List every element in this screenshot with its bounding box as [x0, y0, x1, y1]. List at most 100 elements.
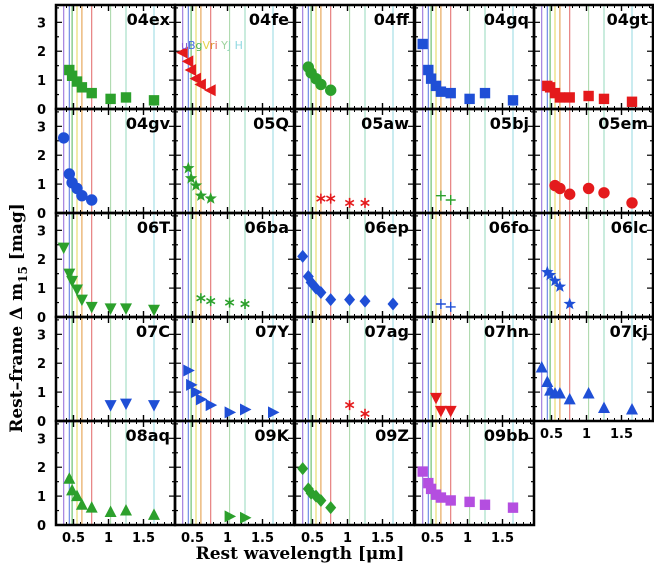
panel-title: 04ex	[127, 10, 171, 29]
y-tick-label: 3	[37, 328, 46, 343]
x-tick-label: 0.5	[540, 427, 563, 442]
data-point-04ex	[64, 64, 75, 76]
panel-07hn: 07hn	[413, 315, 536, 423]
data-point-04gv	[63, 168, 75, 180]
panel-05aw: 05aw	[293, 107, 416, 215]
data-point-04fe	[176, 46, 188, 59]
data-point-04ex	[66, 70, 78, 81]
panel-07C: 07C 0 1 2 3	[37, 315, 177, 430]
data-point-09bb	[445, 495, 456, 506]
x-tick-label: 1.5	[132, 531, 155, 546]
data-point-08aq	[75, 498, 88, 510]
y-tick-label: 2	[37, 45, 46, 60]
y-tick-label: 1	[37, 282, 46, 297]
panel-04ex: 04ex 0 1 2 3	[37, 3, 177, 118]
panel-title: 05em	[598, 114, 648, 133]
panel-06fo: 06fo	[413, 211, 536, 319]
panel-frame	[413, 419, 536, 527]
data-point-04ff	[325, 84, 337, 96]
x-tick-label: 1.5	[251, 531, 274, 546]
band-label: B	[188, 39, 196, 52]
panel-title: 04fe	[249, 10, 289, 29]
panel-05em: 05em	[532, 107, 654, 215]
data-point-05aw	[316, 193, 326, 204]
data-point-06fo	[435, 299, 446, 309]
y-axis-label: Rest–frame Δ m15 [mag]	[7, 203, 30, 433]
data-point-04gq	[435, 86, 447, 97]
y-tick-label: 2	[37, 461, 46, 476]
data-point-04gq	[417, 38, 428, 50]
panel-title: 07ag	[364, 322, 409, 341]
data-point-06ep	[344, 293, 356, 307]
panel-title: 09bb	[484, 426, 529, 445]
data-point-09bb	[435, 492, 447, 503]
panel-title: 07Y	[255, 322, 289, 341]
x-axis-label: Rest wavelength [μm]	[196, 544, 405, 564]
y-tick-label: 2	[37, 357, 46, 372]
data-point-04gq	[479, 87, 491, 99]
data-point-09Z	[297, 462, 309, 476]
panel-07kj: 07kj 0.5 1 1.5	[532, 315, 654, 442]
x-tick-label: 0.5	[62, 531, 85, 546]
data-point-04ex	[148, 95, 160, 106]
y-axis-label-main: Rest–frame Δ m	[7, 283, 27, 433]
data-point-04ex	[71, 76, 83, 87]
panel-title: 06fo	[489, 218, 529, 237]
panel-title: 05aw	[361, 114, 409, 133]
data-point-06ba	[240, 299, 250, 309]
data-point-09bb	[417, 466, 428, 477]
data-point-06T	[57, 242, 70, 255]
data-point-07hn	[444, 405, 457, 418]
panel-title: 07hn	[484, 322, 529, 341]
data-point-05Q	[184, 171, 198, 184]
y-tick-label: 0	[37, 519, 46, 534]
data-point-04fe	[194, 78, 206, 91]
panel-title: 06lc	[611, 218, 648, 237]
panel-06ba: 06ba	[173, 211, 296, 319]
data-point-06ba	[205, 296, 216, 307]
y-tick-label: 3	[37, 432, 46, 447]
panel-06ep: 06ep	[293, 211, 416, 319]
band-label: g	[196, 39, 203, 52]
data-point-07kj	[598, 401, 610, 413]
data-point-04ex	[76, 82, 88, 93]
data-point-05em	[554, 182, 566, 195]
panel-title: 09Z	[375, 426, 409, 445]
data-point-09Z	[325, 501, 337, 515]
data-point-05Q	[194, 189, 208, 201]
panel-title: 06T	[137, 218, 170, 237]
data-point-07ag	[360, 408, 370, 419]
data-point-07kj	[541, 375, 554, 387]
panel-title: 06ep	[364, 218, 409, 237]
data-point-06ep	[387, 297, 399, 311]
panel-09Z: 09Z 0.5 1 1.5	[293, 419, 416, 546]
data-point-09bb	[479, 499, 491, 510]
x-tick-label: 1.5	[610, 427, 633, 442]
y-tick-label: 3	[37, 224, 46, 239]
panel-title: 04gq	[484, 10, 529, 29]
panel-09bb: 09bb 0.5 1 1.5	[413, 419, 536, 546]
panel-title: 04ff	[374, 10, 410, 29]
band-labels: uBgVri YJ H	[181, 39, 243, 52]
x-tick-label: 1.5	[371, 531, 394, 546]
y-tick-label: 0	[37, 415, 46, 430]
data-point-07C	[120, 398, 132, 411]
data-point-05Q	[189, 179, 203, 191]
data-point-05bj	[445, 195, 456, 205]
data-point-07Y	[224, 406, 237, 419]
data-point-06lc	[563, 297, 576, 310]
x-tick-label: 0.5	[181, 531, 204, 546]
x-tick-label: 0.5	[301, 531, 324, 546]
data-point-06T	[148, 304, 160, 317]
panel-04gt: 04gt	[532, 3, 654, 111]
panel-frame	[532, 315, 654, 423]
data-point-07Y	[195, 393, 208, 406]
panel-title: 07C	[136, 322, 170, 341]
data-point-07kj	[535, 361, 548, 373]
panel-07ag: 07ag	[293, 315, 416, 423]
data-point-09bb	[464, 496, 475, 508]
x-tick-label: 1	[463, 531, 472, 546]
panel-09K: 09K 0.5 1 1.5	[173, 419, 296, 546]
panel-04fe: 04fe uBgVri YJ H	[173, 3, 296, 111]
